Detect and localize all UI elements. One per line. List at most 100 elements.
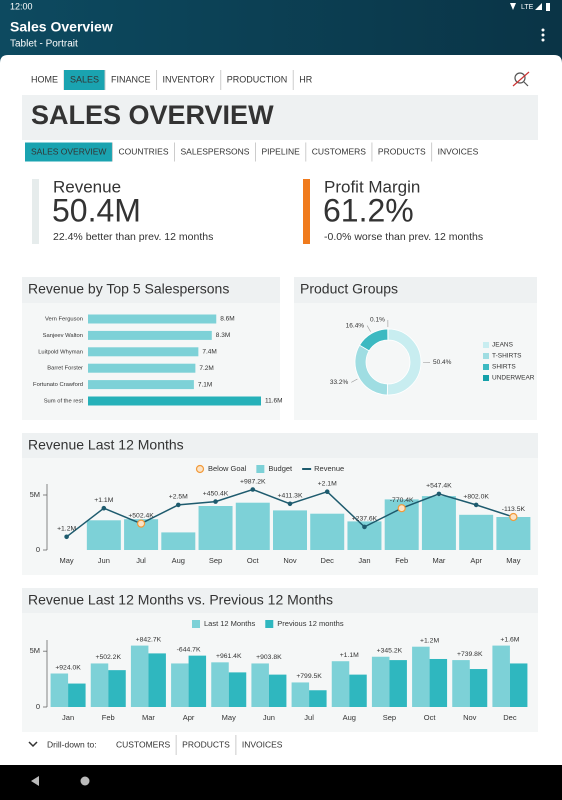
back-button[interactable] — [31, 776, 39, 786]
legend-label: Last 12 Months — [204, 619, 256, 628]
x-tick-label: Jun — [263, 713, 275, 722]
menu-item[interactable]: SALES OVERVIEW — [31, 146, 106, 156]
legend-label: JEANS — [492, 342, 514, 349]
menu-item[interactable]: HOME — [31, 74, 58, 84]
y-tick-label: 0 — [36, 702, 40, 711]
menu-item[interactable]: CUSTOMERS — [312, 146, 366, 156]
menu-item[interactable]: PRODUCTS — [378, 146, 426, 156]
panel-header — [22, 433, 538, 458]
bar — [349, 674, 367, 707]
menu-item[interactable]: SALESPERSONS — [181, 146, 250, 156]
y-tick-label: Barret Forster — [47, 366, 83, 372]
kpi-note: -0.0% worse than prev. 12 months — [324, 231, 483, 243]
legend-symbol — [256, 465, 265, 473]
menu-item[interactable]: HR — [299, 74, 312, 84]
y-tick-label: 0 — [36, 545, 40, 554]
bar — [492, 645, 510, 707]
x-tick-label: Jan — [62, 713, 74, 722]
x-tick-label: Oct — [247, 556, 260, 565]
bar — [469, 669, 488, 707]
menu-item-bg[interactable] — [64, 70, 106, 90]
bar — [421, 496, 456, 550]
point — [324, 489, 330, 495]
network: LTE — [521, 4, 534, 11]
annotation: +2.1M — [318, 480, 337, 487]
below-goal-marker — [397, 504, 406, 513]
x-tick-label: Dec — [321, 556, 335, 565]
x-tick-label: Mar — [142, 713, 155, 722]
annotation: +1.1M — [340, 652, 359, 659]
below-goal-marker — [509, 512, 518, 522]
bar — [273, 510, 307, 550]
bar — [188, 655, 207, 707]
x-tick-label: Feb — [395, 556, 408, 565]
bar — [88, 330, 212, 340]
data-label: 33.2% — [330, 379, 349, 386]
bar — [228, 672, 247, 707]
bar — [331, 661, 350, 707]
x-tick-label: May — [506, 556, 520, 565]
leader-line — [351, 378, 358, 383]
x-tick-label: Jun — [98, 556, 110, 565]
menu-item[interactable]: INVOICES — [242, 739, 283, 749]
legend-label: SHIRTS — [492, 364, 516, 371]
menu-button[interactable] — [541, 28, 545, 42]
drilldown-chevron[interactable] — [28, 741, 38, 748]
annotation: -113.5K — [502, 506, 526, 513]
search-off-icon[interactable] — [512, 71, 530, 87]
bar — [88, 396, 261, 406]
menu-item[interactable]: COUNTRIES — [118, 146, 168, 156]
legend-symbol — [483, 364, 489, 370]
menu-item[interactable]: INVENTORY — [163, 74, 215, 84]
annotation: +842.7K — [136, 636, 162, 643]
menu-item[interactable]: INVOICES — [438, 146, 479, 156]
bar — [108, 670, 126, 707]
wifi-icon — [510, 3, 516, 10]
app-subtitle: Tablet - Portrait — [10, 39, 78, 50]
menu-item[interactable]: SALES — [70, 74, 99, 84]
menu-item[interactable]: PRODUCTION — [227, 74, 288, 84]
annotation: +802.0K — [463, 494, 489, 501]
kpi-label: Profit Margin — [324, 177, 420, 196]
clock: 12:00 — [10, 1, 33, 11]
bar — [50, 673, 69, 707]
x-tick-label: May — [60, 556, 74, 565]
system-nav — [0, 765, 562, 800]
x-tick-label: Jul — [304, 713, 314, 722]
legend-symbol — [195, 464, 205, 474]
legend-label: UNDERWEAR — [492, 375, 535, 382]
kpi-value: 61.2% — [323, 192, 414, 228]
bar — [88, 347, 199, 357]
bar — [496, 517, 531, 550]
bar — [412, 646, 430, 707]
legend-label: Budget — [268, 464, 293, 473]
menu-item-bg[interactable] — [25, 142, 113, 162]
home-button[interactable] — [80, 776, 90, 786]
annotation: +502.4K — [128, 512, 154, 519]
data-label: 16.4% — [346, 322, 365, 329]
y-tick-label: 5M — [30, 646, 40, 655]
annotation: +1.1M — [94, 497, 113, 504]
annotation: +739.8K — [457, 651, 483, 658]
bar — [509, 663, 528, 707]
annotation: +1.2M — [57, 526, 76, 533]
menu-item[interactable]: PRODUCTS — [182, 739, 230, 749]
annotation: +961.4K — [216, 653, 242, 660]
bar — [198, 506, 233, 550]
menu-item[interactable]: CUSTOMERS — [116, 739, 170, 749]
menu-item[interactable]: PIPELINE — [261, 146, 300, 156]
x-tick-label: Dec — [503, 713, 517, 722]
kpi-value: 50.4M — [52, 192, 141, 228]
chart-title: Product Groups — [300, 281, 398, 297]
x-tick-label: Mar — [432, 556, 445, 565]
menu-item[interactable]: FINANCE — [111, 74, 151, 84]
chart-title: Revenue by Top 5 Salespersons — [28, 281, 229, 297]
chart-title: Revenue Last 12 Months — [28, 437, 184, 453]
annotation: +2.5M — [169, 494, 188, 501]
annotation: +903.8K — [256, 654, 282, 661]
annotation: +450.4K — [203, 490, 229, 497]
annotation: +987.2K — [240, 478, 266, 485]
point — [250, 487, 256, 492]
x-tick-label: May — [222, 713, 236, 722]
